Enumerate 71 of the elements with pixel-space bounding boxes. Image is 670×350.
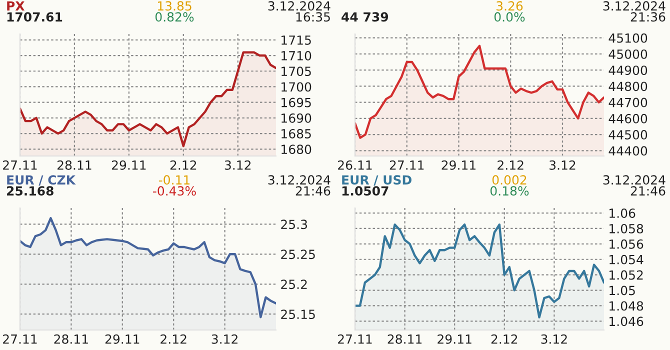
y-tick-label: 1.046 — [610, 316, 644, 326]
text: 0.0% — [494, 12, 525, 22]
y-tick-label: 1680 — [282, 144, 312, 154]
y-tick-label: 44800 — [608, 82, 648, 92]
x-tick-label: 28.11 — [57, 160, 92, 170]
y-tick-label: 45100 — [608, 33, 648, 43]
x-tick-label: 3.12 — [541, 334, 567, 344]
x-tick-label: 3.12 — [224, 160, 251, 170]
x-tick-label: 27.11 — [3, 160, 37, 170]
y-tick-label: 1715 — [282, 36, 311, 45]
y-tick-label: 1710 — [282, 51, 312, 60]
y-tick-label: 1.06 — [610, 208, 636, 218]
x-tick-label: 26.11 — [338, 160, 372, 170]
chart-title: EUR / CZK — [7, 175, 76, 186]
y-tick-label: 1705 — [282, 66, 311, 76]
x-tick-label: 29.11 — [442, 160, 476, 170]
y-tick-label: 44600 — [608, 114, 648, 124]
x-tick-label: 27.11 — [390, 160, 424, 170]
x-tick-label: 2.12 — [491, 334, 518, 344]
text: 0.82% — [155, 12, 194, 22]
y-tick-label: 1.05 — [610, 286, 635, 296]
y-tick-label: 1.048 — [610, 301, 644, 311]
x-tick-label: 3.12 — [212, 334, 238, 344]
y-tick-label: 44500 — [608, 130, 648, 140]
text: 16:35 — [296, 12, 330, 22]
text: 0.002 — [492, 175, 526, 185]
x-tick-label: 28.11 — [54, 334, 88, 344]
text: 0.18% — [490, 186, 529, 196]
y-tick-label: 1690 — [282, 113, 312, 123]
x-tick-label: 2.12 — [160, 334, 186, 344]
y-tick-label: 1.056 — [610, 239, 644, 249]
text: 3.12.2024 — [268, 175, 330, 185]
chart-subtitle: 1707.61 — [7, 12, 62, 22]
text: 13.85 — [158, 1, 192, 11]
y-tick-label: 1.052 — [610, 270, 643, 280]
x-tick-label: 2.12 — [498, 160, 524, 170]
text: 21:46 — [296, 186, 330, 196]
y-tick-label: 1.054 — [610, 254, 644, 264]
text: 3.12.2024 — [603, 175, 666, 185]
text: 21:46 — [630, 186, 666, 196]
text: 3.26 — [496, 1, 523, 11]
x-tick-label: 28.11 — [388, 334, 422, 344]
y-tick-label: 45000 — [608, 49, 648, 59]
y-tick-label: 1700 — [282, 82, 312, 92]
chart-subtitle: 25.168 — [6, 186, 54, 196]
y-tick-label: 1695 — [282, 98, 311, 108]
text: -0.11 — [158, 175, 190, 185]
y-tick-label: 44700 — [608, 98, 648, 108]
text: -0.43% — [153, 186, 196, 196]
x-tick-label: 29.11 — [438, 334, 472, 344]
text: 21:36 — [630, 12, 666, 22]
chart-subtitle: 1.0507 — [342, 186, 388, 196]
y-tick-label: 44400 — [608, 146, 648, 156]
chart-subtitle: 44 739 — [342, 12, 388, 22]
y-tick-label: 25.15 — [281, 310, 315, 320]
x-tick-label: 29.11 — [105, 334, 140, 344]
y-tick-label: 44900 — [608, 66, 648, 76]
chart-title: PX — [7, 1, 25, 10]
x-tick-label: 3.12 — [550, 160, 576, 170]
y-tick-label: 1685 — [282, 129, 311, 138]
y-tick-label: 1.058 — [610, 224, 644, 234]
x-tick-label: 29.11 — [112, 160, 146, 170]
x-tick-label: 27.11 — [3, 334, 37, 344]
x-tick-label: 27.11 — [338, 334, 372, 344]
chart-title: EUR / USD — [342, 175, 412, 186]
y-tick-label: 25.25 — [281, 250, 315, 260]
text: 3.12.2024 — [603, 1, 666, 11]
text: 3.12.2024 — [268, 1, 330, 11]
x-tick-label: 2.12 — [170, 160, 196, 170]
y-tick-label: 25.3 — [281, 220, 307, 230]
y-tick-label: 25.2 — [281, 280, 307, 290]
